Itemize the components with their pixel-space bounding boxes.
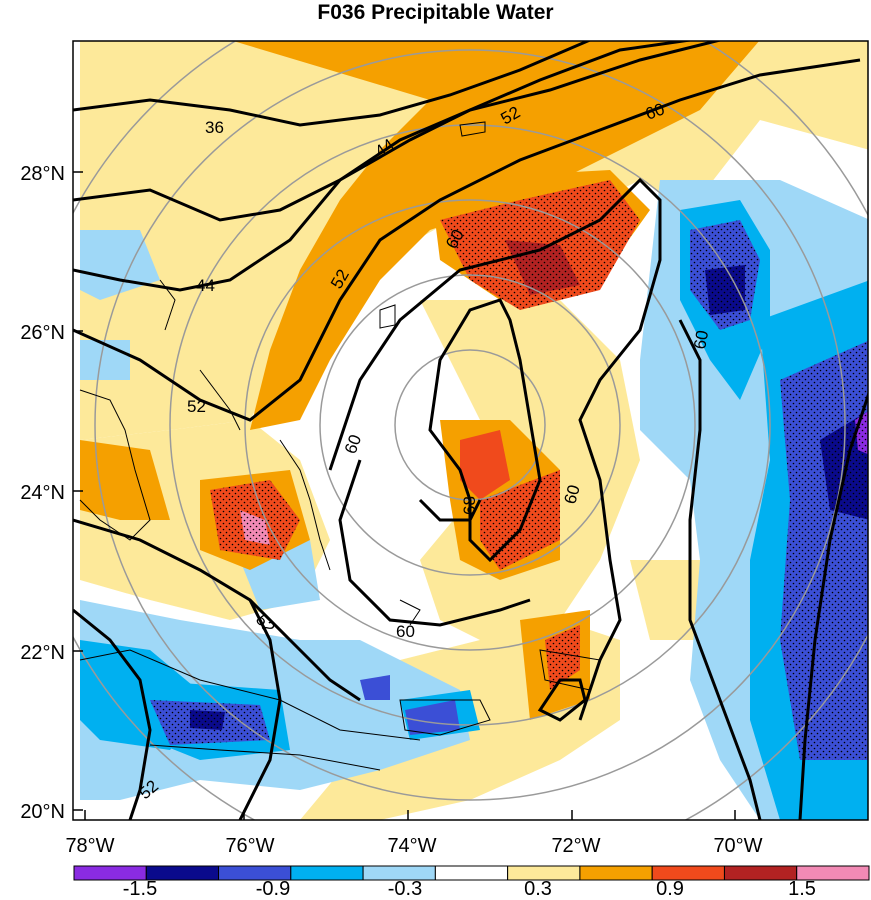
colorbar-label: 0.3 — [524, 878, 552, 900]
coastlines — [79, 121, 601, 771]
lon-label-72: 72°W — [551, 835, 600, 857]
pw-contours — [73, 41, 868, 820]
colorbar-label: -0.9 — [256, 878, 290, 900]
lat-label-20: 20°N — [20, 801, 65, 823]
colorbar-swatch — [434, 865, 509, 881]
colorbar-swatch — [796, 865, 870, 881]
map-title: F036 Precipitable Water — [317, 1, 554, 24]
map-plot-area: 36 44 52 60 44 52 60 60 60 68 60 60 52 5… — [73, 41, 868, 820]
axis-ticks — [73, 171, 736, 820]
colorbar-label: -1.5 — [123, 878, 157, 900]
range-rings — [73, 41, 868, 820]
lat-label-28: 28°N — [20, 163, 65, 185]
colorbar-swatch — [723, 865, 798, 881]
lat-label-22: 22°N — [20, 642, 65, 664]
lon-label-78: 78°W — [65, 835, 114, 857]
lon-label-70: 70°W — [713, 835, 762, 857]
lat-label-24: 24°N — [20, 482, 65, 504]
colorbar-label: 0.9 — [656, 878, 684, 900]
colorbar-label: -0.3 — [388, 878, 422, 900]
longitude-labels: 78°W 76°W 74°W 72°W 70°W — [65, 835, 762, 857]
colorbar-swatch — [579, 865, 653, 881]
plot-frame — [72, 40, 869, 821]
contour-label: 60 — [561, 483, 584, 506]
colorbar-label: 1.5 — [788, 878, 816, 900]
latitude-labels: 28°N 26°N 24°N 22°N 20°N — [20, 163, 65, 823]
colorbar-swatch — [290, 865, 364, 881]
contour-label: 36 — [205, 118, 224, 137]
contour-label: 60 — [690, 329, 712, 351]
contour-label: 52 — [187, 397, 206, 416]
contour-label: 44 — [196, 276, 215, 295]
colorbar-boxes — [73, 865, 870, 881]
colorbar: -1.5 -0.9 -0.3 0.3 0.9 1.5 — [73, 865, 870, 900]
lon-label-74: 74°W — [387, 835, 436, 857]
contour-label: 60 — [396, 622, 415, 641]
contour-label: 68 — [460, 496, 479, 515]
lat-label-26: 26°N — [20, 322, 65, 344]
lon-label-76: 76°W — [225, 835, 274, 857]
